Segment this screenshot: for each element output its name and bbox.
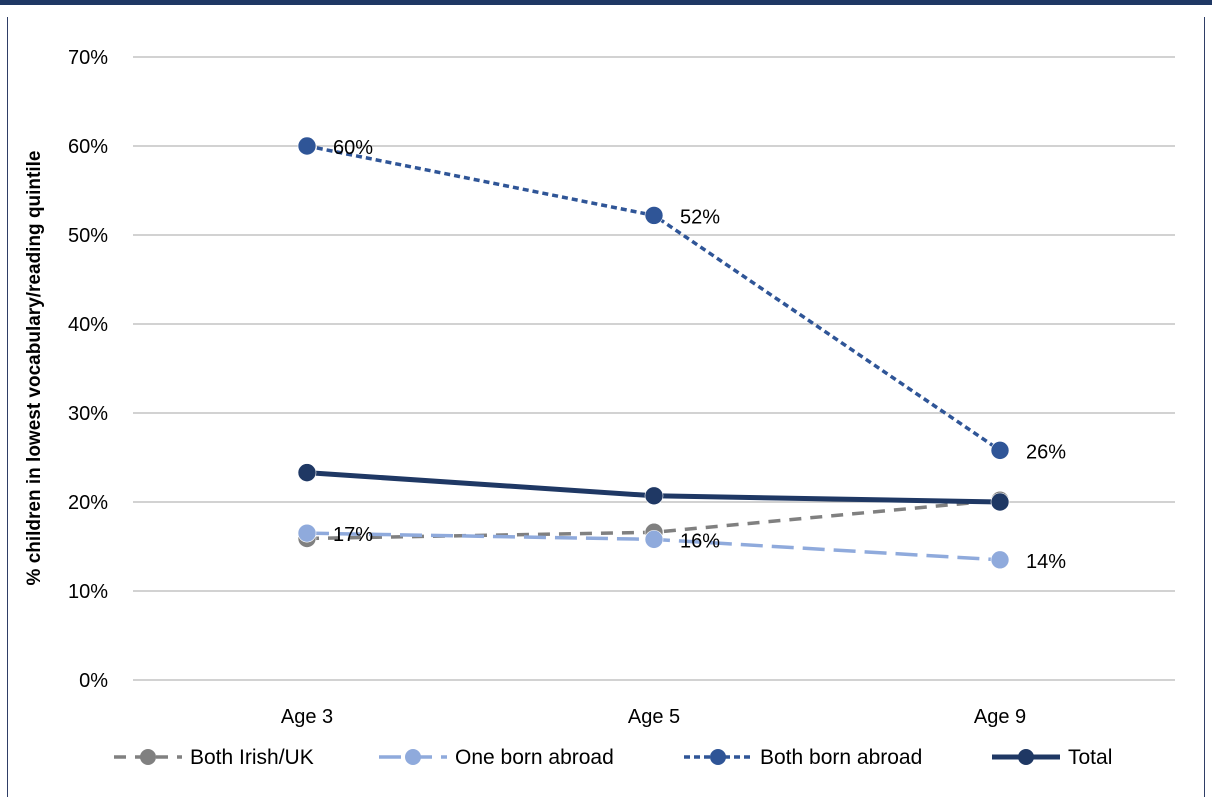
legend-entry: Both born abroad [684, 746, 922, 769]
data-point [297, 463, 317, 482]
series-line [306, 144, 1001, 452]
legend-label: Both Irish/UK [190, 746, 314, 769]
legend-swatch-marker [710, 749, 726, 765]
y-tick-label: 20% [68, 492, 108, 514]
data-point [644, 486, 664, 506]
y-tick-label: 50% [68, 225, 108, 247]
y-tick-label: 0% [79, 670, 108, 692]
gridlines [133, 56, 1175, 681]
series-total [297, 463, 1010, 512]
data-point [990, 550, 1010, 570]
x-tick-label: Age 9 [974, 706, 1026, 728]
legend-entry: Both Irish/UK [114, 746, 314, 769]
data-point [644, 530, 664, 549]
x-axis-tick-labels: Age 3 Age 5 Age 9 [281, 706, 1026, 728]
data-point [990, 492, 1010, 512]
legend: Both Irish/UK One born abroad Both born ab… [114, 746, 1112, 769]
y-tick-label: 30% [68, 403, 108, 425]
y-tick-label: 70% [68, 47, 108, 69]
data-label: 17% [333, 524, 373, 546]
data-point [644, 206, 664, 225]
data-label: 26% [1026, 441, 1066, 463]
y-tick-label: 10% [68, 581, 108, 603]
y-tick-label: 60% [68, 136, 108, 158]
legend-entry: Total [992, 746, 1112, 769]
data-point [297, 136, 317, 156]
data-point [297, 523, 317, 543]
legend-label: Both born abroad [760, 746, 922, 769]
legend-entry: One born abroad [379, 746, 614, 769]
data-label: 16% [680, 530, 720, 552]
legend-swatch-marker [1018, 749, 1034, 765]
legend-swatch-marker [405, 749, 421, 765]
right-border [1204, 17, 1205, 797]
y-axis-tick-labels: 0% 10% 20% 30% 40% 50% 60% 70% [68, 47, 108, 692]
legend-label: Total [1068, 746, 1112, 769]
y-tick-label: 40% [68, 314, 108, 336]
x-tick-label: Age 5 [628, 706, 680, 728]
left-border [7, 17, 8, 797]
data-label: 60% [333, 137, 373, 159]
legend-label: One born abroad [455, 746, 614, 769]
data-label: 14% [1026, 551, 1066, 573]
series-group [297, 136, 1010, 570]
data-labels: 17% 16% 14% 60% 52% 26% [333, 137, 1066, 573]
legend-swatch-marker [140, 749, 156, 765]
data-label: 52% [680, 206, 720, 228]
series-both-born-abroad [297, 136, 1010, 460]
top-border [0, 0, 1212, 5]
x-tick-label: Age 3 [281, 706, 333, 728]
series-one-born-abroad [297, 523, 1010, 570]
data-point [990, 441, 1010, 460]
y-axis-label: % children in lowest vocabulary/reading … [24, 151, 45, 586]
